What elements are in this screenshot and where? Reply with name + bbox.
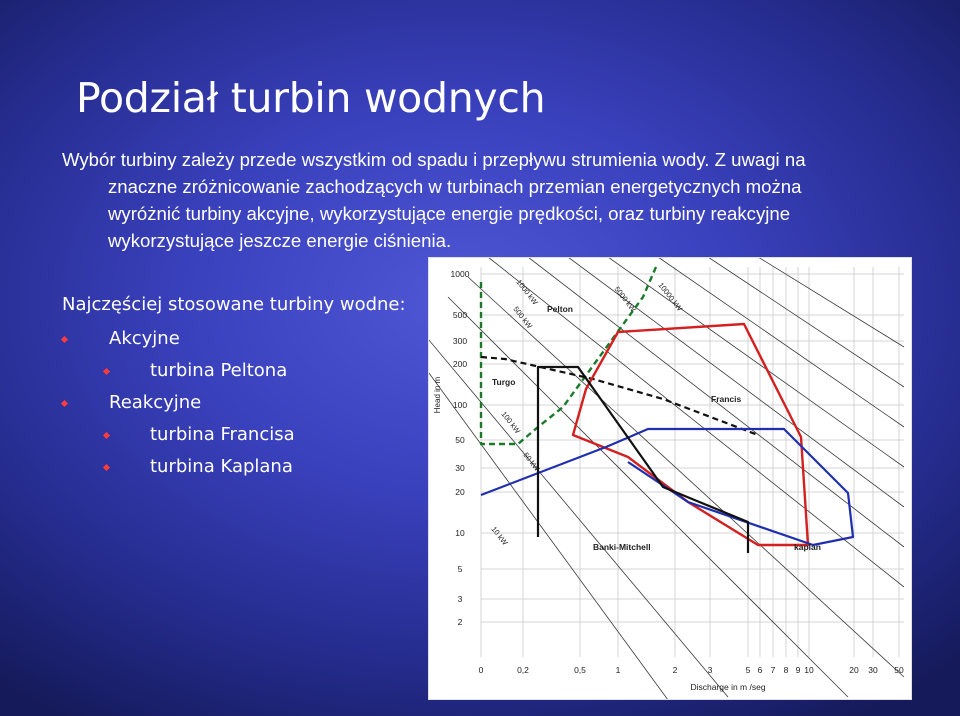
- series-label: Pelton: [547, 304, 573, 314]
- turbine-selection-chart: 1000 500 300 200 100 50 30 20 10 5 3 2 0 0,2 0,5 1 2 3 5 6 7…: [387, 256, 912, 701]
- y-tick-label: 30: [455, 463, 465, 473]
- power-line: [387, 316, 669, 701]
- power-line-label: 10 kW: [489, 525, 510, 548]
- list-subitem-pelton: turbina Peltona: [62, 355, 432, 387]
- power-line: [567, 256, 905, 508]
- power-line-label: 1000 kW: [514, 278, 540, 308]
- intro-line: Wybór turbiny zależy przede wszystkim od…: [62, 149, 806, 170]
- power-line: [417, 326, 729, 698]
- x-tick-label: 20: [849, 665, 859, 675]
- x-tick-label: 9: [796, 665, 801, 675]
- y-tick-label: 100: [453, 400, 467, 410]
- power-line: [467, 276, 905, 678]
- intro-line: znaczne zróżnicowanie zachodzących w tur…: [108, 176, 802, 197]
- series-label: kaplan: [794, 542, 821, 552]
- x-axis-label: Discharge in m /seg: [690, 682, 765, 692]
- x-tick-label: 0,2: [517, 665, 529, 675]
- chart-border: [428, 257, 912, 700]
- bullet-icon: [60, 335, 69, 344]
- power-line: [657, 256, 905, 428]
- power-line: [607, 256, 905, 468]
- x-tick-label: 0,5: [574, 665, 586, 675]
- y-tick-label: 20: [455, 487, 465, 497]
- power-line: [707, 256, 905, 388]
- x-tick-label: 5: [746, 665, 751, 675]
- series-banki-mitchell-outline: [536, 365, 750, 553]
- list-item-label: Reakcyjne: [109, 392, 202, 413]
- y-tick-label: 50: [455, 435, 465, 445]
- bullet-icon: [102, 367, 111, 376]
- list-subitem-label: turbina Francisa: [150, 424, 295, 445]
- series-label: Francis: [711, 394, 742, 404]
- list-item-label: Akcyjne: [109, 328, 180, 349]
- power-line-label: 5000 kW: [612, 285, 638, 315]
- power-line: [757, 256, 905, 348]
- y-tick-label: 200: [453, 359, 467, 369]
- intro-line: wyróżnić turbiny akcyjne, wykorzystujące…: [108, 203, 791, 224]
- series-francis-outline: [571, 322, 810, 547]
- slide-title: Podział turbin wodnych: [76, 74, 546, 122]
- y-tick-label: 2: [458, 617, 463, 627]
- series-turgo-outline: [480, 355, 759, 437]
- x-tick-label: 30: [868, 665, 878, 675]
- bullet-icon: [102, 431, 111, 440]
- series-label: Turgo: [492, 377, 515, 387]
- power-line-label: 10000 kW: [656, 281, 684, 314]
- list-item-akcyjne: Akcyjne: [60, 323, 432, 355]
- bullet-icon: [60, 399, 69, 408]
- turbine-list: Najczęściej stosowane turbiny wodne: Akc…: [60, 291, 432, 483]
- series-label: Banki-Mitchell: [593, 542, 651, 552]
- y-tick-label: 10: [455, 528, 465, 538]
- x-tick-label: 10: [804, 665, 814, 675]
- y-axis-label: Head in m: [433, 376, 442, 413]
- x-tick-label: 2: [673, 665, 678, 675]
- x-tick-label: 6: [758, 665, 763, 675]
- power-line: [527, 256, 905, 548]
- x-tick-label: 1: [616, 665, 621, 675]
- list-item-reakcyjne: Reakcyjne: [60, 387, 432, 419]
- intro-paragraph: Wybór turbiny zależy przede wszystkim od…: [62, 146, 924, 254]
- y-tick-label: 5: [458, 564, 463, 574]
- series-kaplan-outline: [480, 427, 855, 547]
- intro-line: wykorzystujące jeszcze energie ciśnienia…: [108, 230, 452, 251]
- power-line-label: 100 kW: [499, 410, 522, 436]
- bullet-icon: [102, 463, 111, 472]
- list-subitem-kaplan: turbina Kaplana: [62, 451, 432, 483]
- y-tick-label: 300: [453, 336, 467, 346]
- y-tick-label: 500: [453, 310, 467, 320]
- power-line: [487, 256, 905, 588]
- x-tick-label: 3: [708, 665, 713, 675]
- x-tick-label: 8: [784, 665, 789, 675]
- x-tick-label: 7: [771, 665, 776, 675]
- x-tick-label: 50: [894, 665, 904, 675]
- y-tick-label: 1000: [451, 269, 470, 279]
- list-subitem-label: turbina Peltona: [150, 360, 288, 381]
- list-heading: Najczęściej stosowane turbiny wodne:: [62, 294, 406, 315]
- x-tick-label: 0: [479, 665, 484, 675]
- list-subitem-francis: turbina Francisa: [62, 419, 432, 451]
- power-line: [447, 296, 849, 698]
- y-tick-label: 3: [458, 594, 463, 604]
- list-subitem-label: turbina Kaplana: [150, 456, 293, 477]
